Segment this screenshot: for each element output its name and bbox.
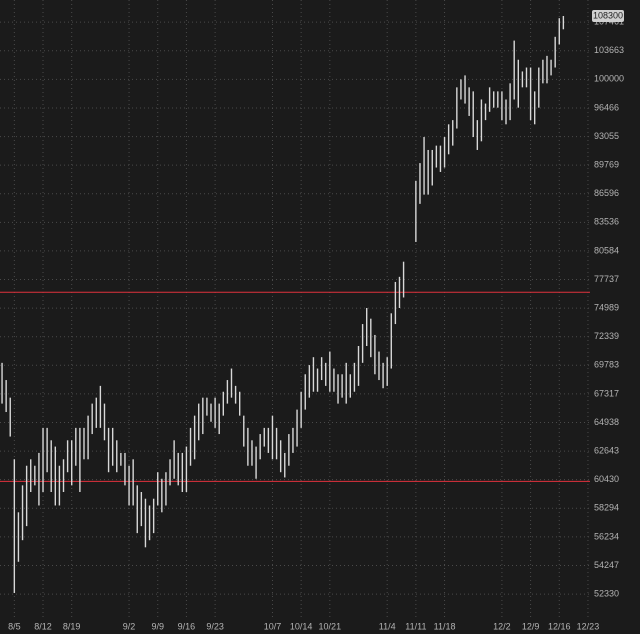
y-tick-label: 72339 xyxy=(594,331,619,341)
last-price-label: 108300 xyxy=(593,10,623,20)
x-tick-label: 11/4 xyxy=(379,621,396,631)
x-tick-label: 12/23 xyxy=(577,621,600,631)
y-tick-label: 89769 xyxy=(594,160,619,170)
y-tick-label: 86596 xyxy=(594,188,619,198)
y-tick-label: 64938 xyxy=(594,417,619,427)
y-tick-label: 100000 xyxy=(594,74,624,84)
x-tick-label: 8/5 xyxy=(8,621,21,631)
y-tick-label: 96466 xyxy=(594,102,619,112)
y-tick-label: 74989 xyxy=(594,302,619,312)
y-tick-label: 56234 xyxy=(594,531,619,541)
y-tick-label: 62643 xyxy=(594,445,619,455)
x-tick-label: 9/9 xyxy=(151,621,164,631)
y-tick-label: 77737 xyxy=(594,274,619,284)
y-tick-label: 52330 xyxy=(594,588,619,598)
x-tick-label: 8/19 xyxy=(63,621,81,631)
y-tick-label: 58294 xyxy=(594,503,619,513)
x-tick-label: 12/9 xyxy=(522,621,540,631)
x-tick-label: 9/23 xyxy=(206,621,224,631)
y-tick-label: 103663 xyxy=(594,45,624,55)
y-tick-label: 80584 xyxy=(594,245,619,255)
x-tick-label: 12/2 xyxy=(493,621,511,631)
y-tick-label: 54247 xyxy=(594,560,619,570)
x-tick-label: 11/11 xyxy=(405,621,426,631)
y-tick-label: 60430 xyxy=(594,474,619,484)
y-tick-label: 93055 xyxy=(594,131,619,141)
y-tick-label: 69783 xyxy=(594,360,619,370)
last-price-tag xyxy=(592,9,624,22)
x-tick-label: 11/18 xyxy=(434,621,456,631)
y-tick-label: 67317 xyxy=(594,388,619,398)
x-tick-label: 9/2 xyxy=(123,621,136,631)
x-tick-label: 9/16 xyxy=(178,621,196,631)
x-tick-label: 10/21 xyxy=(319,621,342,631)
y-tick-label: 83536 xyxy=(594,217,619,227)
x-tick-label: 10/14 xyxy=(290,621,313,631)
x-tick-label: 8/12 xyxy=(34,621,52,631)
x-tick-label: 10/7 xyxy=(264,621,282,631)
x-tick-label: 12/16 xyxy=(548,621,571,631)
